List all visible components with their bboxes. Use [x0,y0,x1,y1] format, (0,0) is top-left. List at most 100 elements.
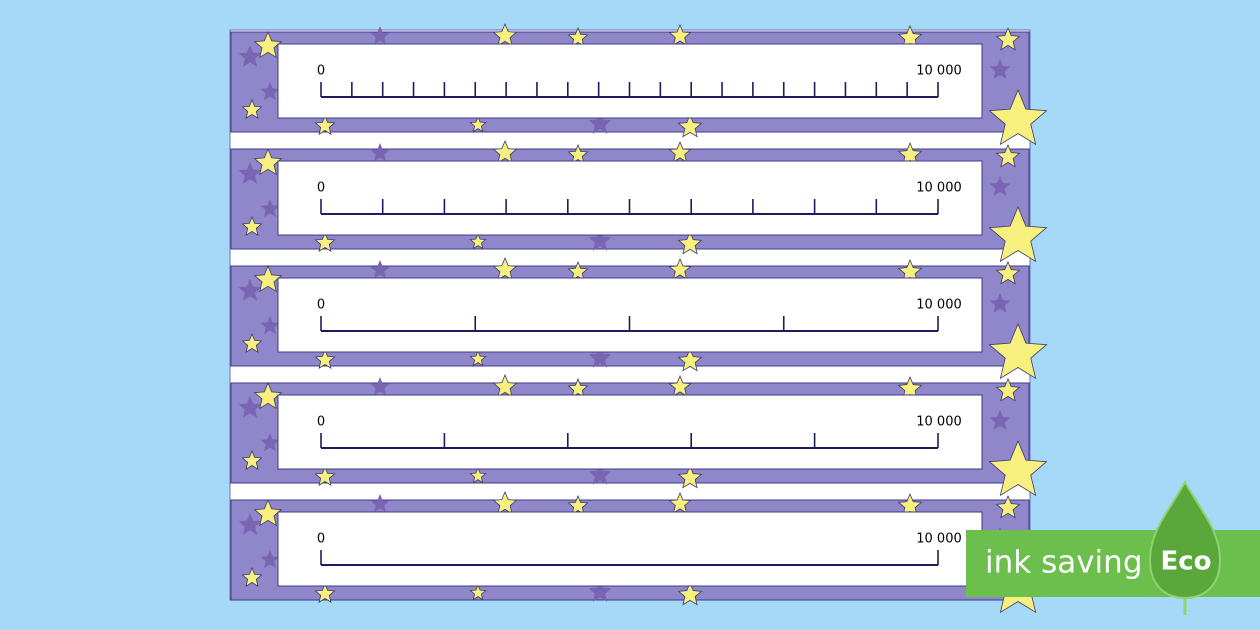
star [238,513,262,535]
star [469,349,487,367]
star [567,494,589,515]
star [677,347,703,372]
strip: 0 10 000 [230,256,1048,380]
end-label: 10 000 [916,181,962,196]
star [370,143,390,162]
star [668,23,692,46]
star [677,230,703,255]
star [567,26,589,47]
star [260,433,280,452]
star [241,215,263,236]
star [567,143,589,164]
star [238,396,262,418]
star [897,375,923,400]
star [995,26,1021,51]
star [668,491,692,514]
star [260,82,280,101]
star [370,494,390,513]
star [314,348,336,369]
star [567,260,589,281]
star [995,377,1021,402]
star [588,463,612,485]
star [314,114,336,135]
star [668,140,692,163]
star [253,30,283,59]
leaf [1148,479,1222,600]
star [238,45,262,67]
star [241,98,263,119]
number-line-box [277,43,983,119]
star [314,582,336,603]
star [668,257,692,280]
star [492,373,518,398]
star [260,550,280,569]
start-label: 0 [317,298,325,313]
star [314,231,336,252]
number-line-box [277,277,983,353]
star [492,490,518,515]
star [588,112,612,134]
star [253,147,283,176]
star [989,293,1011,313]
star [995,494,1021,519]
strips: 0 10 000 0 10 000 0 10 000 0 10 000 0 10 000 [230,22,1048,614]
start-label: 0 [317,181,325,196]
end-label: 10 000 [916,415,962,430]
star [988,439,1048,497]
end-label: 10 000 [916,64,962,79]
star [370,260,390,279]
star [995,260,1021,285]
start-label: 0 [317,532,325,547]
eco-badge: ink saving Eco [966,479,1260,615]
star [989,410,1011,430]
end-label: 10 000 [916,532,962,547]
end-label: 10 000 [916,298,962,313]
star [989,59,1011,79]
star [897,141,923,166]
star [241,449,263,470]
star [988,88,1048,146]
star [370,26,390,45]
star [253,381,283,410]
star [492,256,518,281]
star [677,464,703,489]
star [314,465,336,486]
star [260,199,280,218]
star [492,139,518,164]
star [897,492,923,517]
star [469,466,487,484]
star [241,566,263,587]
star [567,377,589,398]
badge-text: ink saving [985,545,1143,581]
star [988,322,1048,380]
strip: 0 10 000 [230,490,1048,614]
star [677,113,703,138]
star [588,229,612,251]
star [588,346,612,368]
star [253,498,283,527]
star [238,162,262,184]
start-label: 0 [317,415,325,430]
strip: 0 10 000 [230,373,1048,497]
star [260,316,280,335]
number-line-box [277,394,983,470]
star [988,205,1048,263]
star [668,374,692,397]
number-line-box [277,160,983,236]
badge-logo: Eco [1160,547,1211,577]
star [469,583,487,601]
star [897,258,923,283]
start-label: 0 [317,64,325,79]
star [677,581,703,606]
strip: 0 10 000 [230,139,1048,263]
star [370,377,390,396]
star [492,22,518,47]
star [241,332,263,353]
star [253,264,283,293]
star [897,24,923,49]
star [469,232,487,250]
star [469,115,487,133]
star [989,176,1011,196]
